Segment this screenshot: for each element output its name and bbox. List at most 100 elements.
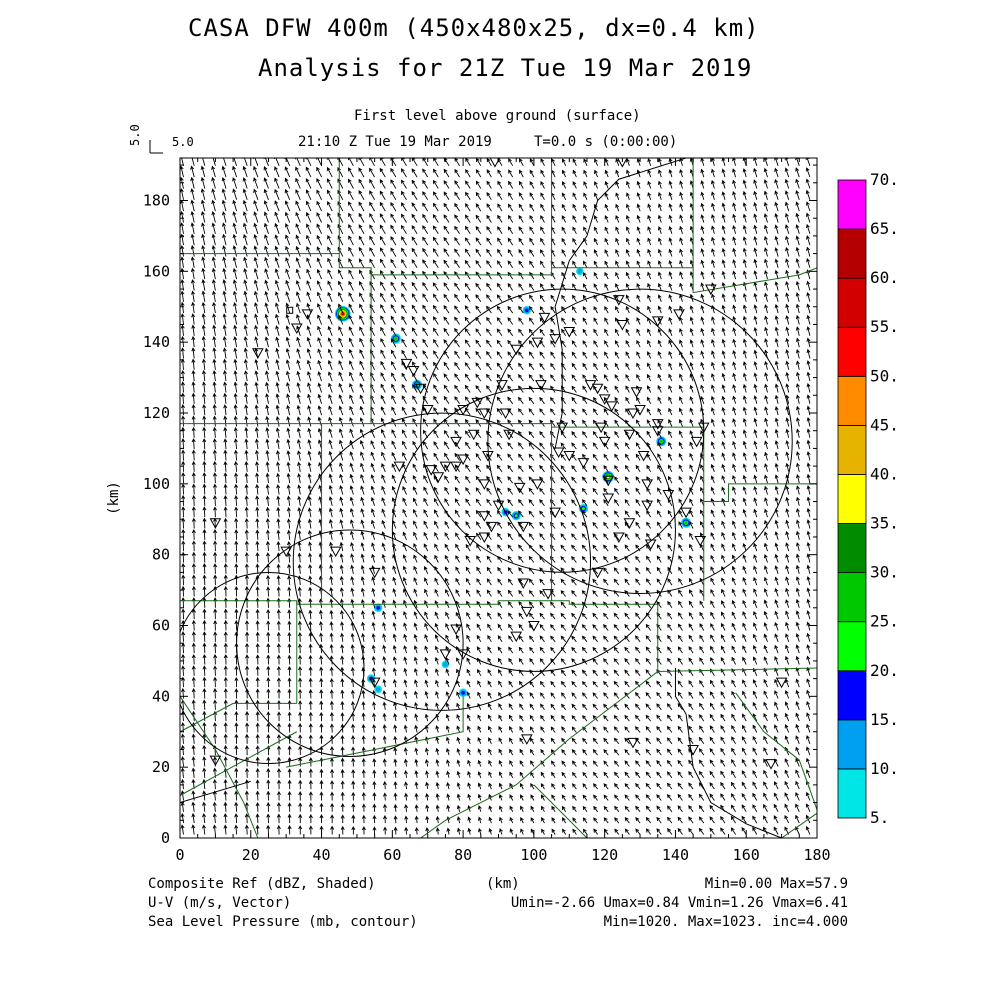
wind-vector: [507, 453, 514, 461]
wind-vector: [337, 201, 344, 212]
wind-vector: [581, 624, 588, 631]
station-marker: [690, 436, 703, 448]
wind-vector: [721, 270, 726, 280]
wind-vector: [731, 543, 737, 552]
station-marker: [617, 158, 628, 168]
wind-vector: [615, 305, 620, 314]
wind-vector: [560, 612, 567, 620]
wind-vector: [413, 565, 418, 574]
wind-vector: [688, 782, 694, 790]
wind-vector: [287, 825, 292, 835]
pressure-contour: [180, 780, 251, 804]
wind-vector: [233, 301, 238, 314]
wind-vector: [560, 567, 567, 575]
wind-vector: [529, 226, 535, 235]
wind-vector: [211, 222, 216, 234]
wind-vector: [636, 203, 641, 212]
wind-vector: [180, 347, 185, 359]
wind-vector: [720, 634, 726, 643]
wind-vector: [581, 533, 588, 541]
wind-vector: [785, 530, 790, 540]
wind-vector: [509, 748, 514, 756]
wind-vector: [571, 442, 577, 450]
wind-vector: [668, 373, 673, 382]
wind-vector: [784, 190, 790, 200]
wind-vector: [306, 302, 312, 314]
wind-vector: [613, 612, 620, 620]
wind-vector: [645, 760, 652, 767]
wind-vector: [401, 224, 407, 235]
wind-vector: [626, 180, 630, 189]
wind-vector: [234, 472, 239, 484]
wind-vector: [721, 361, 726, 370]
wind-vector: [561, 340, 567, 348]
wind-vector: [614, 794, 620, 801]
wind-vector: [338, 405, 344, 416]
wind-vector: [401, 327, 407, 337]
wind-vector: [443, 225, 450, 235]
wind-vector: [487, 668, 492, 677]
wind-vector: [593, 317, 598, 325]
wind-vector: [529, 680, 535, 688]
wind-vector: [742, 577, 747, 586]
wind-vector: [222, 370, 227, 382]
wind-vector: [233, 336, 238, 348]
wind-vector: [424, 736, 429, 744]
wind-vector: [550, 317, 556, 325]
wind-vector: [645, 691, 652, 699]
wind-vector: [518, 476, 524, 484]
wind-vector: [295, 245, 301, 257]
wind-vector: [327, 325, 333, 336]
wind-vector: [244, 824, 249, 835]
wind-vector: [287, 643, 292, 654]
wind-vector: [340, 780, 345, 790]
wind-vector: [244, 506, 249, 518]
wind-vector: [774, 655, 779, 665]
wind-vector: [359, 439, 365, 450]
wind-vector: [636, 317, 641, 325]
wind-vector: [805, 803, 811, 812]
wind-vector: [371, 576, 376, 586]
wind-vector: [244, 517, 249, 529]
wind-vector: [753, 576, 758, 586]
wind-vector: [488, 737, 492, 744]
wind-vector: [254, 336, 259, 348]
wind-vector: [213, 642, 218, 654]
wind-vector: [454, 214, 460, 223]
wind-vector: [222, 233, 227, 246]
wind-vector: [202, 631, 207, 642]
wind-vector: [689, 555, 694, 563]
wind-vector: [624, 612, 630, 620]
wind-vector: [327, 303, 333, 314]
wind-vector: [603, 771, 609, 779]
wind-vector: [689, 350, 694, 359]
wind-vector: [551, 783, 556, 790]
wind-vector: [328, 496, 333, 506]
colorbar-label: 50.: [870, 366, 899, 385]
wind-vector: [223, 449, 228, 461]
wind-vector: [414, 758, 419, 767]
wind-vector: [486, 362, 492, 371]
wind-vector: [255, 790, 260, 801]
wind-vector: [295, 291, 301, 302]
radar-range-ring: [180, 571, 365, 765]
station-marker: [425, 465, 438, 476]
wind-vector: [774, 576, 779, 586]
wind-vector: [742, 224, 747, 234]
wind-vector: [572, 203, 577, 212]
wind-vector: [348, 246, 354, 257]
wind-vector: [656, 680, 662, 688]
wind-vector: [625, 373, 630, 382]
wind-vector: [232, 199, 238, 212]
wind-vector: [646, 510, 652, 518]
wind-vector: [308, 552, 313, 563]
wind-vector: [731, 804, 736, 813]
wind-vector: [243, 302, 248, 314]
wind-vector: [443, 339, 450, 348]
wind-vector: [624, 487, 630, 495]
wind-vector: [380, 292, 386, 303]
wind-vector: [677, 782, 683, 790]
wind-vector: [540, 158, 545, 167]
wind-vector: [349, 451, 354, 461]
wind-vector: [411, 179, 418, 189]
